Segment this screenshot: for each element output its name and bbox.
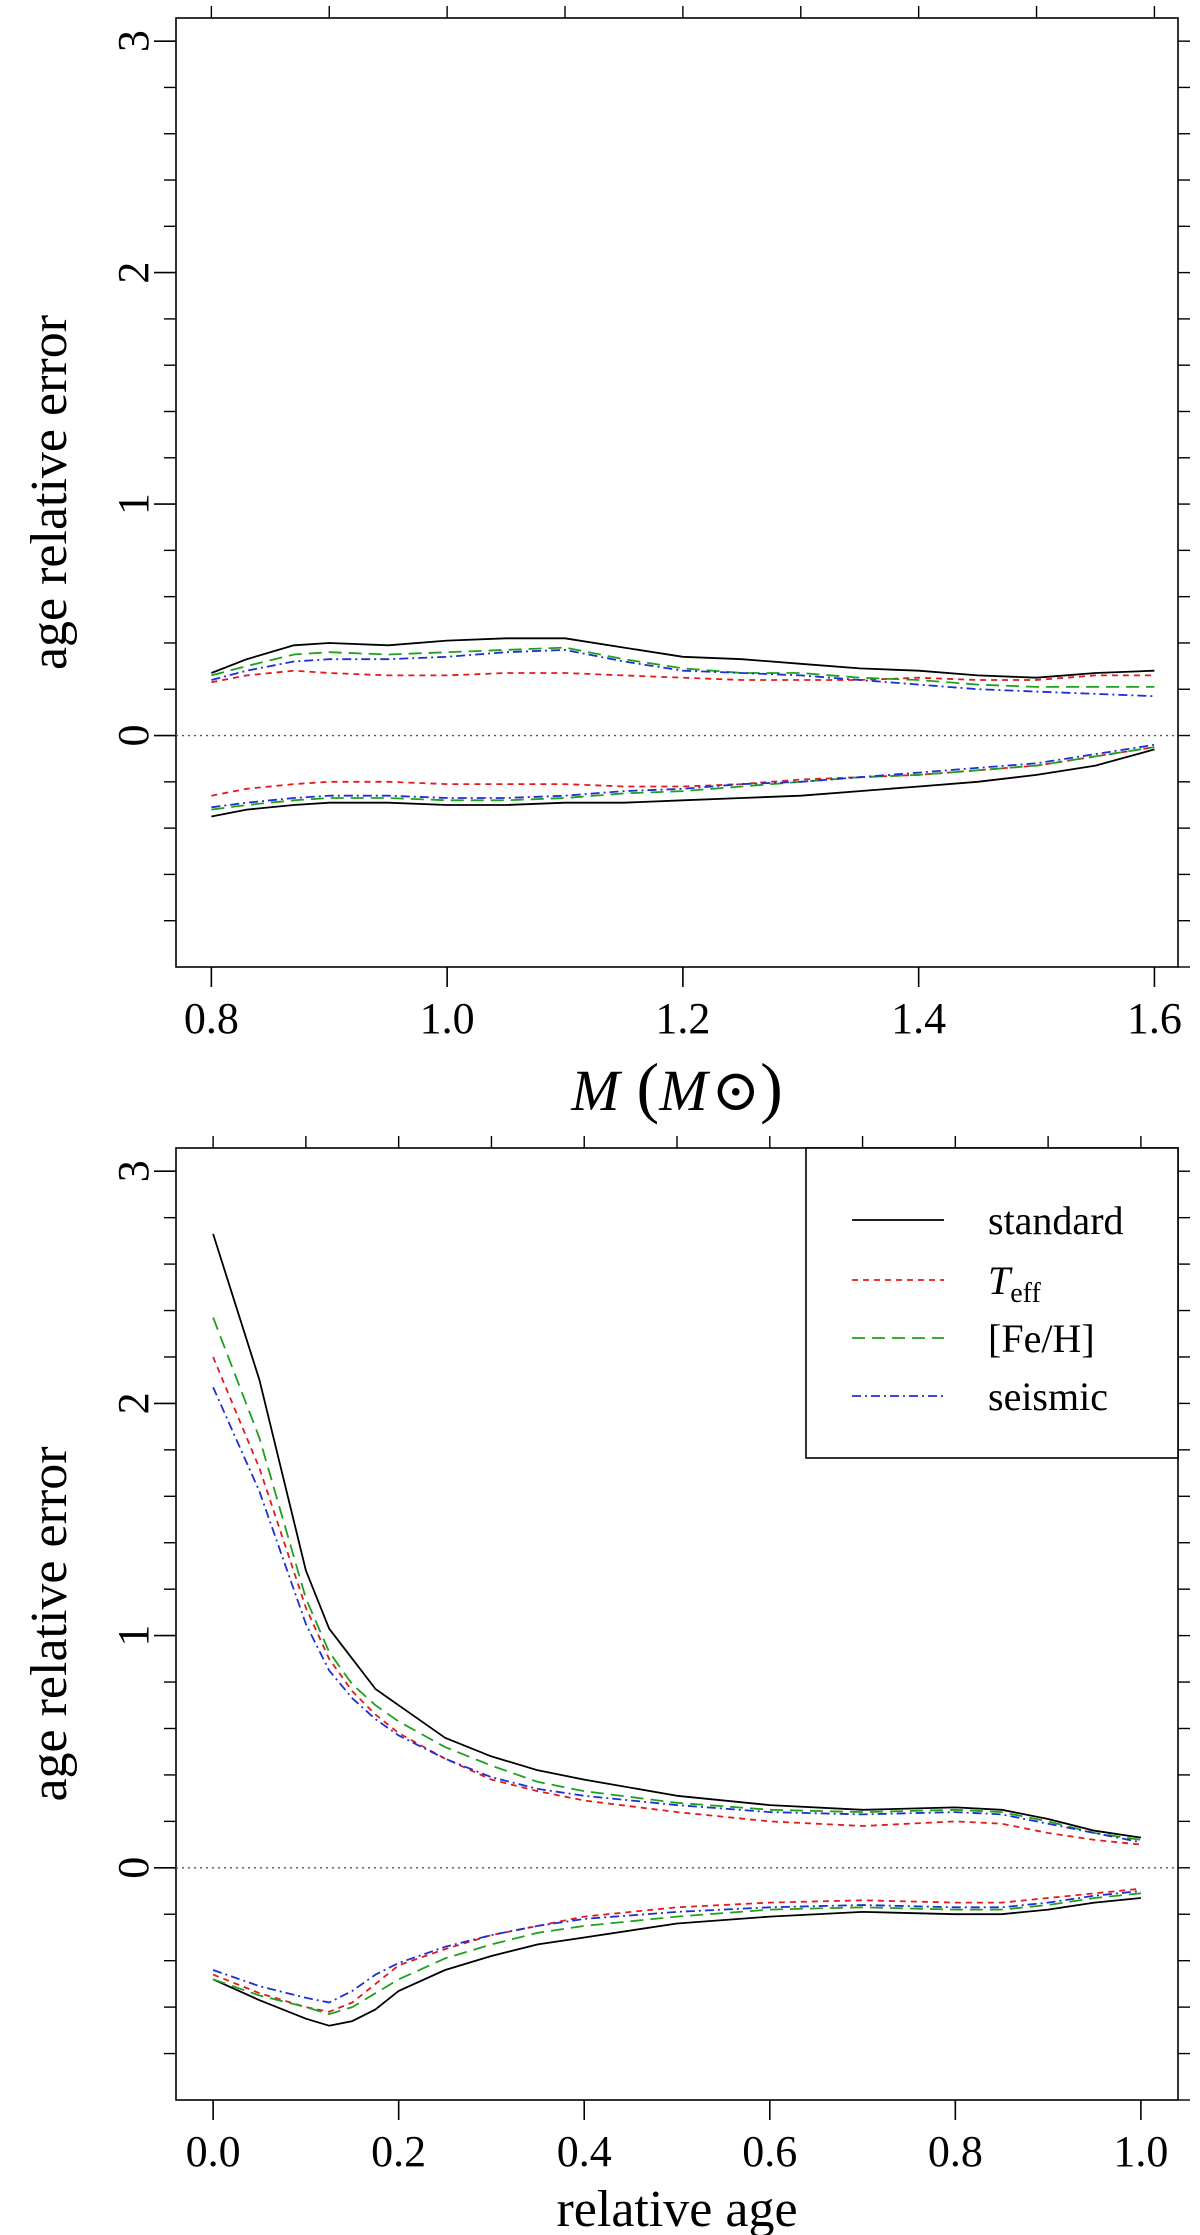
series-line-standard: [211, 637, 1155, 679]
series-line-feh: [212, 1317, 1142, 1841]
x-axis-label: relative age: [556, 2181, 797, 2235]
y-tick-label: 1: [109, 493, 158, 515]
y-tick-label: 2: [109, 1392, 158, 1414]
series-line-feh: [212, 1892, 1141, 2015]
legend-label-text: standard: [988, 1198, 1124, 1243]
x-axis-label-close-paren: ): [760, 1049, 783, 1125]
legend-label-subscript: eff: [1010, 1278, 1041, 1309]
x-tick-label: 0.2: [371, 2127, 426, 2176]
series-line-teff: [211, 669, 1155, 684]
y-tick-label: 2: [109, 262, 158, 284]
series-line-teff: [212, 1356, 1141, 1846]
x-axis-label-sun: ⊙: [712, 1058, 761, 1123]
series-line-teff: [211, 746, 1155, 797]
y-tick-label: 3: [109, 1160, 158, 1182]
legend-label-teff: Teff: [988, 1258, 1041, 1309]
legend-box: [805, 1147, 1179, 1459]
series-line-teff: [212, 1887, 1141, 2013]
x-axis-label-unit: M: [658, 1058, 710, 1123]
chart-panel-1: 0 1 2 3 0.8 1.0 1.2 1.4 1.6 age relative error M (…: [21, 6, 1190, 1125]
x-tick-label: 1.4: [891, 994, 946, 1043]
x-axis-label: M (M⊙): [570, 1049, 783, 1125]
series-line-seismic: [211, 649, 1155, 698]
legend-label-text: seismic: [988, 1374, 1108, 1419]
series-line-standard: [212, 1233, 1142, 1839]
legend-label-feh: [Fe/H]: [988, 1316, 1095, 1361]
x-axis-label-m: M: [570, 1058, 622, 1123]
series-line-feh: [211, 646, 1155, 688]
series-line-standard: [212, 1897, 1141, 2027]
y-tick-label: 0: [109, 1857, 158, 1879]
legend-label-text: [Fe/H]: [988, 1316, 1095, 1361]
series-line-seismic: [212, 1386, 1142, 1844]
legend-label-standard: standard: [988, 1198, 1124, 1243]
legend-label-seismic: seismic: [988, 1374, 1108, 1419]
y-tick-label: 3: [109, 30, 158, 52]
x-axis-label-open-paren: (: [620, 1049, 660, 1125]
series-line-seismic: [211, 743, 1155, 809]
legend: standard Teff [Fe/H] seismic: [805, 1147, 1179, 1459]
x-tick-label: 1.0: [420, 994, 475, 1043]
x-tick-label: 0.0: [186, 2127, 241, 2176]
series-line-seismic: [212, 1890, 1141, 2004]
x-tick-label: 0.6: [742, 2127, 797, 2176]
x-tick-label: 0.4: [557, 2127, 612, 2176]
chart-panel-2: 0 1 2 3 0.0 0.2 0.4 0.6 0.8 1.0 age relative error…: [21, 1136, 1190, 2235]
x-tick-label: 0.8: [928, 2127, 983, 2176]
x-tick-label: 1.0: [1113, 2127, 1168, 2176]
series-line-standard: [211, 748, 1155, 818]
series-line-feh: [211, 746, 1155, 811]
x-tick-label: 1.6: [1127, 994, 1182, 1043]
x-tick-label: 1.2: [655, 994, 710, 1043]
x-tick-label: 0.8: [184, 994, 239, 1043]
y-axis-label: age relative error: [21, 1446, 78, 1801]
legend-label-text: T: [988, 1258, 1013, 1303]
y-axis-label: age relative error: [21, 315, 78, 670]
y-tick-label: 1: [109, 1625, 158, 1647]
y-tick-label: 0: [109, 725, 158, 747]
plot-frame: [175, 17, 1179, 968]
